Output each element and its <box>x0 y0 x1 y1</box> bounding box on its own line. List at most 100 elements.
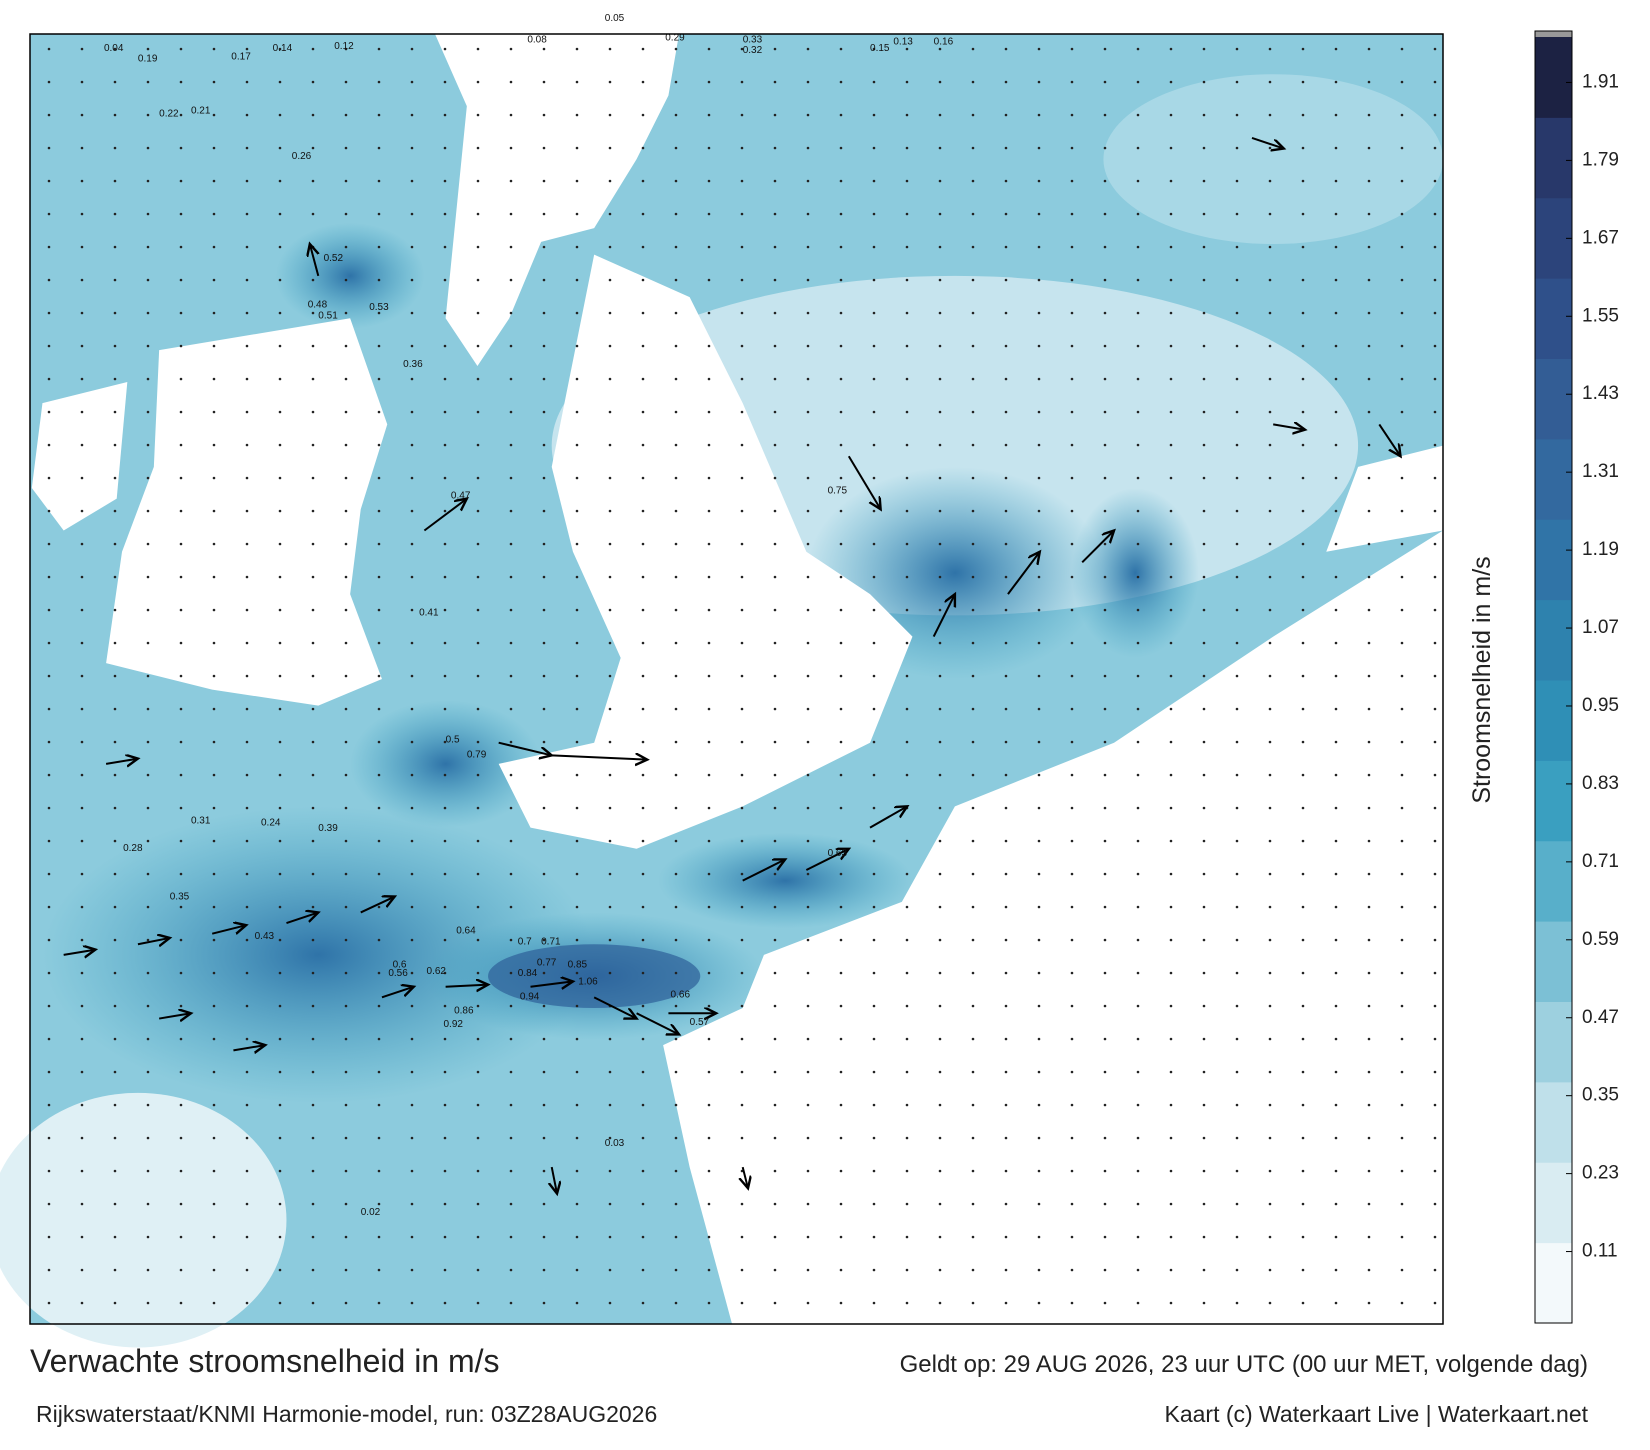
current-arrow <box>636 1012 679 1034</box>
value-label: 0.24 <box>261 817 281 828</box>
value-label: 0.33 <box>743 34 763 45</box>
value-label: 0.47 <box>451 491 471 502</box>
value-label: 0.53 <box>369 302 389 313</box>
colorbar: 0.11 0.23 0.35 0.47 0.59 0.71 0.83 0.95 1.07 1.19… <box>1534 30 1619 1324</box>
colorbar-tick-label: 1.07 <box>1582 617 1619 638</box>
current-arrow <box>1378 423 1400 456</box>
colorbar-tick-label: 1.55 <box>1582 305 1619 326</box>
current-arrow <box>742 859 785 882</box>
value-label: 0.56 <box>388 968 408 979</box>
colorbar-label: Stroomsnelheid in m/s <box>1468 556 1496 803</box>
colorbar-band <box>1535 1242 1572 1324</box>
current-arrow <box>423 499 466 532</box>
value-label: 0.5 <box>446 735 460 746</box>
colorbar-tick-label: 0.35 <box>1582 1085 1619 1106</box>
current-arrow <box>158 1013 191 1018</box>
current-arrow <box>1081 531 1114 564</box>
colorbar-band <box>1535 840 1572 922</box>
value-label: 0.52 <box>324 253 344 264</box>
current-arrow <box>805 849 848 871</box>
value-label: 0.32 <box>743 45 763 56</box>
value-label: 0.6 <box>393 960 407 971</box>
valid-time: Geldt op: 29 AUG 2026, 23 uur UTC (00 uu… <box>900 1351 1588 1378</box>
colorbar-band <box>1535 37 1572 118</box>
value-label: 0.13 <box>893 37 913 48</box>
model-run: Rijkswaterstaat/KNMI Harmonie-model, run… <box>36 1401 657 1427</box>
value-label: 1.06 <box>578 977 598 988</box>
value-label: 0.77 <box>537 958 557 969</box>
current-arrow <box>445 985 488 987</box>
value-label: 0.15 <box>870 43 890 54</box>
colorbar-band <box>1535 519 1572 601</box>
current-arrow <box>63 950 96 955</box>
colorbar-tick-label: 1.91 <box>1582 71 1619 92</box>
colorbar-cap <box>1535 31 1572 37</box>
colorbar-band <box>1535 680 1572 761</box>
value-label: 0.48 <box>308 300 328 311</box>
value-label: 0.36 <box>403 359 423 370</box>
credit: Kaart (c) Waterkaart Live | Waterkaart.n… <box>1164 1401 1588 1427</box>
current-arrow <box>105 759 138 764</box>
colorbar-tick-label: 0.71 <box>1582 851 1619 872</box>
map-frame <box>29 33 1444 1325</box>
value-label: 0.26 <box>292 151 312 162</box>
colorbar-band <box>1535 599 1572 681</box>
value-label: 0.05 <box>605 13 625 24</box>
value-label: 0.12 <box>334 41 354 52</box>
value-label: 0.79 <box>467 750 487 761</box>
value-label: 0.03 <box>605 1138 625 1149</box>
colorbar-band <box>1535 1001 1572 1083</box>
value-label: 0.62 <box>427 966 447 977</box>
value-label: 0.22 <box>159 109 179 120</box>
colorbar-band <box>1535 117 1572 199</box>
colorbar-band <box>1535 760 1572 842</box>
current-arrow <box>233 1045 265 1050</box>
colorbar-band <box>1535 358 1572 440</box>
colorbar-tick-label: 1.31 <box>1582 461 1619 482</box>
value-label: 0.84 <box>518 968 538 979</box>
current-arrow <box>1251 136 1284 149</box>
value-label: 0.85 <box>568 960 588 971</box>
value-label: 0.21 <box>191 106 211 117</box>
colorbar-band <box>1535 1162 1572 1244</box>
value-label: 0.64 <box>456 926 476 937</box>
value-label: 0.28 <box>123 843 143 854</box>
current-arrow <box>498 741 552 756</box>
current-arrow <box>286 912 318 925</box>
value-label: 0.17 <box>231 51 251 62</box>
value-label: 0.51 <box>318 310 338 321</box>
current-arrow <box>593 996 636 1018</box>
current-arrow <box>551 755 647 759</box>
current-arrow <box>847 455 881 509</box>
colorbar-tick-label: 0.83 <box>1582 773 1619 794</box>
current-arrow <box>743 1166 748 1188</box>
current-arrow <box>932 594 955 638</box>
value-label: 0.86 <box>454 1005 474 1016</box>
value-label: 0.57 <box>690 1017 710 1028</box>
current-arrow <box>211 925 246 933</box>
current-arrow <box>552 1166 557 1194</box>
colorbar-tick-label: 1.43 <box>1582 383 1619 404</box>
colorbar-tick-label: 0.47 <box>1582 1007 1619 1028</box>
value-label: 0.31 <box>191 815 211 826</box>
value-labels: 0.04 0.19 0.17 0.14 0.12 0.29 0.330.32 0.150.13… <box>104 13 954 1218</box>
value-label: 0.66 <box>671 989 691 1000</box>
value-label: 0.16 <box>934 37 954 48</box>
grid-dots <box>30 34 1443 1324</box>
value-label: 0.02 <box>361 1207 381 1218</box>
colorbar-band <box>1535 921 1572 1002</box>
current-arrow <box>310 244 318 277</box>
colorbar-band <box>1535 1081 1572 1163</box>
value-label: 0.63 <box>828 848 848 859</box>
value-label: 0.39 <box>318 823 338 834</box>
colorbar-tick-label: 1.79 <box>1582 149 1619 170</box>
current-arrow <box>869 806 907 829</box>
colorbar-band <box>1535 278 1572 359</box>
current-arrow <box>530 981 573 986</box>
value-label: 0.29 <box>665 32 685 43</box>
value-label: 0.43 <box>255 931 275 942</box>
title: Verwachte stroomsnelheid in m/s <box>30 1343 500 1379</box>
value-label: 0.08 <box>527 34 547 45</box>
current-arrow <box>1273 424 1305 429</box>
